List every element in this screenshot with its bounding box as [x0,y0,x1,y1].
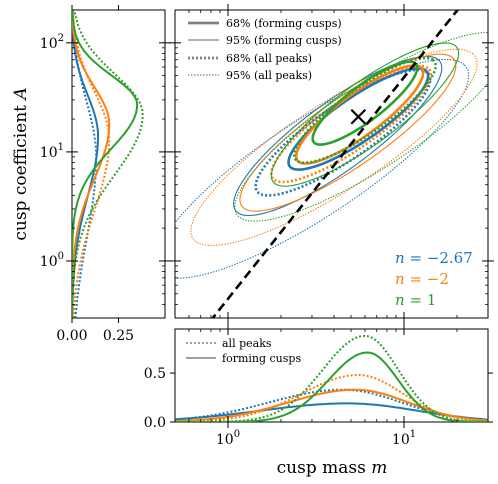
series-label-n-1: n = 1 [395,291,436,309]
x-tick-label-10: 101 [392,429,416,448]
x-marker [350,108,367,125]
main-legend: 68% (forming cusps) 95% (forming cusps) … [188,17,342,82]
left-x-tick-label: 0.25 [103,328,134,344]
y-tick-label-10: 101 [40,142,64,161]
contour-2ca02c-68-forming [311,60,419,146]
legend-entry-95-all: 95% (all peaks) [226,69,312,82]
left-curve-1f77b4-all [72,10,98,318]
series-label-n-minus-2-67: n = −2.67 [395,249,473,267]
x-tick-label-1: 100 [216,429,240,448]
y-axis-title: cusp coefficient A [11,87,31,240]
left-marginal-curves [72,10,144,318]
left-x-tick-label: 0.00 [56,328,87,344]
left-curve-2ca02c-all [72,10,144,318]
contour-1f77b4-68-all [254,68,432,197]
series-label-n-minus-2: n = −2 [395,270,449,288]
left-curve-2ca02c-forming [72,10,139,318]
main-panel-frame [174,9,489,319]
bottom-marginal-frame [174,328,489,423]
left-curve-ff7f0e-forming [72,10,111,318]
legend-entry-95-forming: 95% (forming cusps) [226,34,342,47]
bottom-legend: all peaks forming cusps [186,337,301,365]
main-contours [175,10,488,318]
bottom-y-tick-label: 0.5 [144,366,166,382]
contour-ff7f0e-68-all [269,64,433,184]
y-tick-label-100: 102 [40,33,64,52]
bottom-curve-1f77b4-all [175,388,488,422]
bottom-curve-2ca02c-all [175,334,488,422]
legend-entry-all-peaks: all peaks [222,337,272,350]
left-marginal-frame [71,9,166,319]
legend-entry-68-forming: 68% (forming cusps) [226,17,342,30]
axis-ticks: 100 101 102 100 101 0.00 0.25 0.0 0.5 [40,4,494,448]
contour-1f77b4-95-all [175,58,470,279]
bottom-curve-ff7f0e-forming [175,388,488,422]
bottom-y-tick-label: 0.0 [144,415,166,431]
legend-entry-forming-cusps: forming cusps [222,352,301,365]
x-axis-title: cusp mass m [277,458,388,478]
y-tick-label-1: 100 [40,251,64,270]
contour-2ca02c-95-all [234,31,488,222]
series-labels: n = −2.67 n = −2 n = 1 [395,249,473,309]
legend-entry-68-all: 68% (all peaks) [226,52,312,65]
contour-2ca02c-95-forming [270,42,460,187]
bottom-marginal-curves [175,334,488,422]
bottom-curve-ff7f0e-all [175,373,488,422]
